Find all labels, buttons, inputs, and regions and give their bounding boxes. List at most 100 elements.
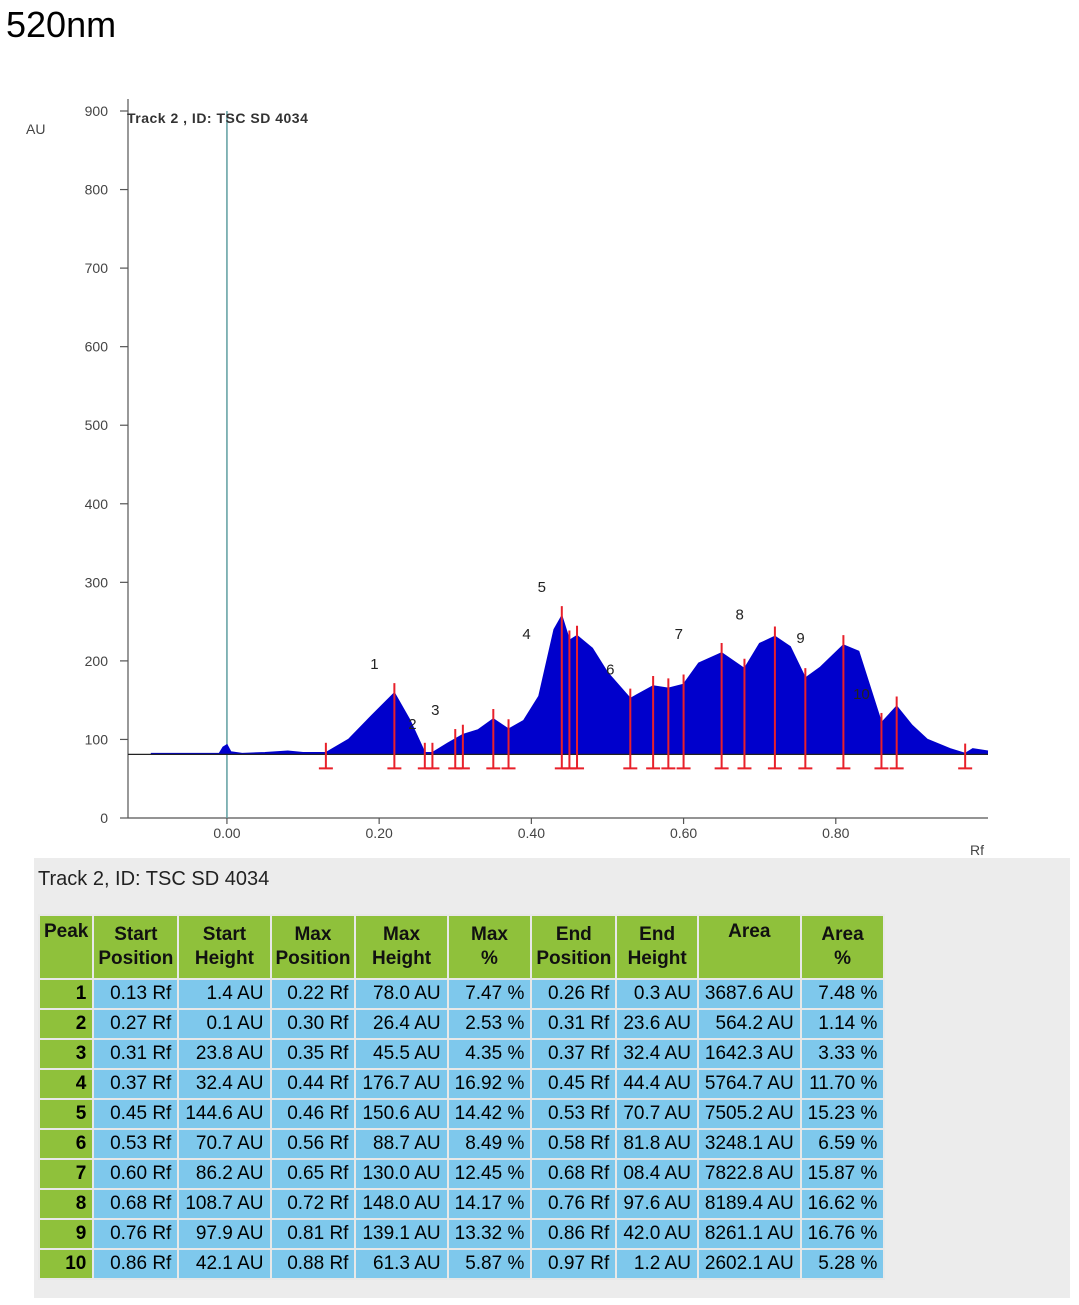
y-tick-label: 700 <box>85 260 109 276</box>
table-cell: 7822.8 AU <box>696 1158 802 1190</box>
peak-table-header-row: Peak Start Position Start Height Max Position M… <box>37 914 886 980</box>
peak-number-cell: 1 <box>37 978 95 1010</box>
peak-number-cell: 3 <box>37 1038 95 1070</box>
table-cell: 5764.7 AU <box>696 1068 802 1100</box>
column-header-line1: End <box>555 924 592 945</box>
densitogram-chart: 0 100 200 300 400 500 600 700 800 900 0.00 0.20 0.40… <box>0 50 1079 860</box>
table-cell: 97.9 AU <box>177 1218 272 1250</box>
table-cell: 0.26 Rf <box>530 978 618 1010</box>
peak-table-body: 1 0.13 Rf 1.4 AU 0.22 Rf 78.0 AU 7.47 % 0.26 R… <box>37 978 886 1280</box>
table-cell: 0.27 Rf <box>92 1008 180 1040</box>
table-cell: 0.65 Rf <box>269 1158 357 1190</box>
table-cell: 26.4 AU <box>354 1008 449 1040</box>
x-axis-label: Rf <box>970 842 984 858</box>
table-cell: 139.1 AU <box>354 1218 449 1250</box>
y-axis-label: AU <box>26 121 45 137</box>
column-header: End Height <box>615 914 699 980</box>
table-cell: 70.7 AU <box>177 1128 272 1160</box>
table-cell: 15.87 % <box>799 1158 886 1190</box>
column-header-line2: Position <box>98 948 174 969</box>
table-cell: 0.97 Rf <box>530 1248 618 1280</box>
table-cell: 42.1 AU <box>177 1248 272 1280</box>
y-tick-label: 200 <box>85 653 109 669</box>
column-header-line2: % <box>481 948 498 969</box>
table-cell: 0.88 Rf <box>269 1248 357 1280</box>
y-tick-label: 100 <box>85 731 109 747</box>
table-cell: 8.49 % <box>446 1128 533 1160</box>
peak-label: 5 <box>538 579 546 596</box>
table-cell: 0.44 Rf <box>269 1068 357 1100</box>
peak-label: 6 <box>606 662 614 679</box>
peak-label: 1 <box>370 656 378 673</box>
table-row: 4 0.37 Rf 32.4 AU 0.44 Rf 176.7 AU 16.92 % 0.4… <box>37 1068 886 1100</box>
table-cell: 0.53 Rf <box>92 1128 180 1160</box>
table-cell: 0.68 Rf <box>530 1158 618 1190</box>
y-tick-label: 300 <box>85 574 109 590</box>
x-tick-label: 0.00 <box>213 825 240 841</box>
table-cell: 8261.1 AU <box>696 1218 802 1250</box>
table-cell: 148.0 AU <box>354 1188 449 1220</box>
series-line <box>150 614 989 755</box>
table-cell: 08.4 AU <box>615 1158 699 1190</box>
column-header-line2: Height <box>371 948 432 969</box>
peak-number-cell: 4 <box>37 1068 95 1100</box>
table-cell: 97.6 AU <box>615 1188 699 1220</box>
table-cell: 70.7 AU <box>615 1098 699 1130</box>
column-header-line1: Area <box>821 924 864 945</box>
wavelength-label: 520nm <box>6 4 117 45</box>
y-tick-label: 500 <box>85 417 109 433</box>
table-cell: 0.68 Rf <box>92 1188 180 1220</box>
table-cell: 0.30 Rf <box>269 1008 357 1040</box>
table-cell: 1.4 AU <box>177 978 272 1010</box>
y-tick-label: 900 <box>85 103 109 119</box>
x-tick-label: 0.60 <box>670 825 697 841</box>
table-cell: 0.76 Rf <box>530 1188 618 1220</box>
table-cell: 564.2 AU <box>696 1008 802 1040</box>
table-cell: 0.81 Rf <box>269 1218 357 1250</box>
table-cell: 0.86 Rf <box>530 1218 618 1250</box>
x-tick-label: 0.20 <box>366 825 393 841</box>
peak-label: 7 <box>675 626 683 643</box>
peak-label: 10 <box>853 686 870 703</box>
x-tick-label: 0.40 <box>518 825 545 841</box>
table-row: 7 0.60 Rf 86.2 AU 0.65 Rf 130.0 AU 12.45 % 0.6… <box>37 1158 886 1190</box>
table-cell: 108.7 AU <box>177 1188 272 1220</box>
table-cell: 0.86 Rf <box>92 1248 180 1280</box>
table-cell: 144.6 AU <box>177 1098 272 1130</box>
table-cell: 7.48 % <box>799 978 886 1010</box>
table-cell: 130.0 AU <box>354 1158 449 1190</box>
column-header-line1: Max <box>294 924 332 945</box>
table-cell: 0.3 AU <box>615 978 699 1010</box>
peak-number-cell: 7 <box>37 1158 95 1190</box>
column-header: End Position <box>530 914 618 980</box>
table-cell: 7505.2 AU <box>696 1098 802 1130</box>
peak-label: 4 <box>522 626 530 643</box>
table-cell: 12.45 % <box>446 1158 533 1190</box>
table-cell: 2.53 % <box>446 1008 533 1040</box>
table-cell: 61.3 AU <box>354 1248 449 1280</box>
peak-label: 2 <box>408 716 416 733</box>
peak-table-panel: Track 2, ID: TSC SD 4034 Peak Start Positi… <box>34 858 1070 1298</box>
peak-label: 8 <box>736 607 744 624</box>
peak-number-cell: 2 <box>37 1008 95 1040</box>
table-cell: 6.59 % <box>799 1128 886 1160</box>
table-cell: 3687.6 AU <box>696 978 802 1010</box>
column-header-line1: Peak <box>44 921 89 942</box>
table-cell: 78.0 AU <box>354 978 449 1010</box>
table-cell: 86.2 AU <box>177 1158 272 1190</box>
table-cell: 14.42 % <box>446 1098 533 1130</box>
table-cell: 8189.4 AU <box>696 1188 802 1220</box>
table-cell: 81.8 AU <box>615 1128 699 1160</box>
table-cell: 16.92 % <box>446 1068 533 1100</box>
table-cell: 0.60 Rf <box>92 1158 180 1190</box>
table-cell: 14.17 % <box>446 1188 533 1220</box>
peak-number-cell: 8 <box>37 1188 95 1220</box>
table-cell: 7.47 % <box>446 978 533 1010</box>
column-header: Max Position <box>269 914 357 980</box>
table-cell: 1.14 % <box>799 1008 886 1040</box>
column-header-line1: Max <box>383 924 421 945</box>
column-header-line1: Start <box>202 924 247 945</box>
table-cell: 3248.1 AU <box>696 1128 802 1160</box>
table-cell: 0.72 Rf <box>269 1188 357 1220</box>
x-tick-label: 0.80 <box>822 825 849 841</box>
